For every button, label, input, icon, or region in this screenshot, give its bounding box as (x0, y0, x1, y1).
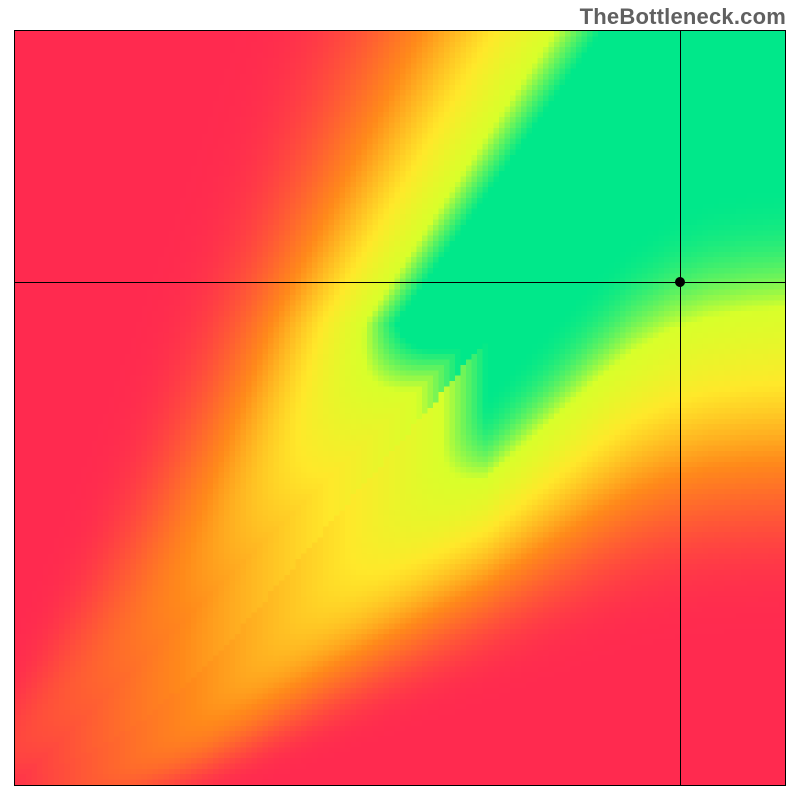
heatmap-canvas (15, 31, 785, 785)
bottleneck-heatmap (14, 30, 786, 786)
crosshair-marker (675, 277, 685, 287)
crosshair-horizontal (15, 282, 785, 283)
crosshair-vertical (680, 31, 681, 785)
watermark-text: TheBottleneck.com (580, 4, 786, 30)
